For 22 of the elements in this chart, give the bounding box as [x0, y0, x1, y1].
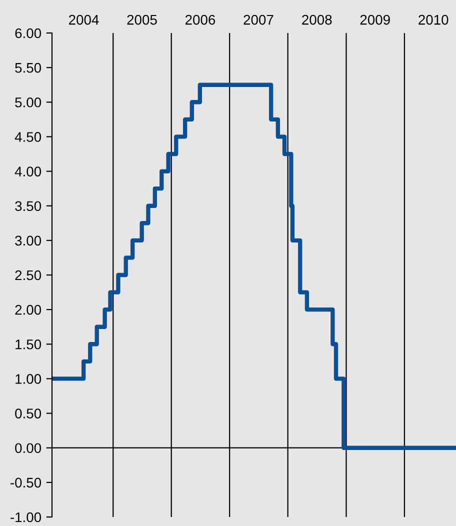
x-tick-label: 2006 — [185, 14, 216, 25]
y-tick-label: 1.00 — [16, 374, 42, 384]
y-tick-label: -0.50 — [10, 478, 42, 488]
y-tick-label: 2.00 — [15, 304, 42, 315]
x-tick-label: 2005 — [127, 14, 157, 25]
x-tick-label: 2007 — [244, 14, 274, 25]
y-tick-label: 0.50 — [15, 408, 42, 418]
y-tick-label: 2.50 — [15, 270, 42, 280]
x-tick-label: 2008 — [302, 14, 332, 25]
y-tick-label: 5.50 — [15, 62, 42, 73]
y-tick-label: 1.50 — [16, 339, 42, 350]
y-tick-label: -1.00 — [10, 512, 42, 522]
y-tick-label: 5.00 — [15, 97, 42, 108]
y-tick-label: 4.00 — [14, 166, 42, 176]
y-tick-label: 3.50 — [15, 201, 42, 212]
y-tick-label: 3.00 — [15, 236, 42, 246]
x-tick-label: 2009 — [360, 14, 390, 25]
x-tick-label: 2010 — [418, 14, 448, 25]
y-tick-label: 0.00 — [15, 443, 42, 454]
y-tick-label: 6.00 — [15, 28, 42, 38]
x-tick-label: 2004 — [69, 14, 99, 25]
y-tick-label: 4.50 — [14, 132, 42, 142]
